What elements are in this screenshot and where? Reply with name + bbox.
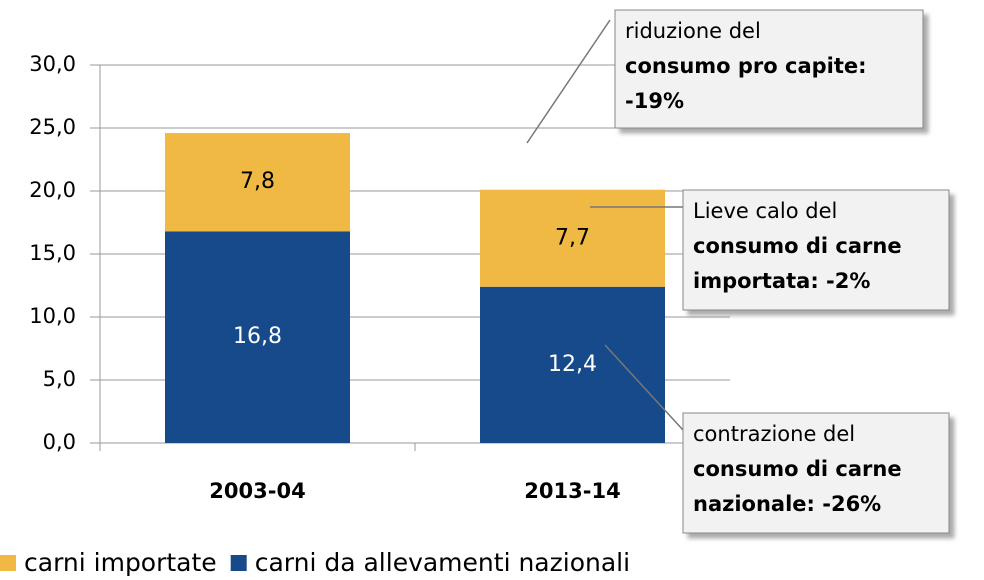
y-tick-label: 25,0 [29, 115, 76, 139]
data-label: 7,8 [240, 169, 275, 194]
y-tick-label: 10,0 [29, 304, 76, 328]
legend-swatch [0, 555, 16, 571]
x-tick-label: 2013-14 [524, 479, 620, 503]
callout-text: importata: -2% [693, 269, 870, 293]
y-tick-label: 5,0 [43, 367, 76, 391]
callout-box [614, 9, 924, 129]
data-label: 16,8 [233, 324, 282, 349]
bar-segment [480, 189, 665, 287]
y-tick-label: 0,0 [43, 430, 76, 454]
y-tick-label: 20,0 [29, 178, 76, 202]
callout-text: contrazione del [693, 422, 855, 446]
y-tick-label: 30,0 [29, 52, 76, 76]
callout-box [682, 412, 950, 534]
leader-line [604, 344, 684, 431]
bar-segment [165, 231, 350, 443]
legend-label: carni da allevamenti nazionali [255, 548, 630, 577]
callout-text: consumo di carne [693, 234, 902, 258]
callout-text: consumo pro capite: [625, 54, 867, 78]
x-tick-label: 2003-04 [209, 479, 305, 503]
legend-label: carni importate [24, 548, 217, 577]
y-tick-label: 15,0 [29, 241, 76, 265]
data-label: 7,7 [555, 225, 590, 250]
bar-segment [480, 286, 665, 443]
callout-text: -19% [625, 89, 684, 113]
callout-text: nazionale: -26% [693, 492, 881, 516]
bar-segment [165, 133, 350, 232]
legend-swatch [230, 555, 247, 571]
callout-text: consumo di carne [693, 457, 902, 481]
callout-box [682, 189, 950, 311]
data-label: 12,4 [548, 352, 597, 377]
leader-line [526, 19, 611, 144]
callout-text: riduzione del [625, 19, 761, 43]
callout-text: Lieve calo del [693, 199, 837, 223]
